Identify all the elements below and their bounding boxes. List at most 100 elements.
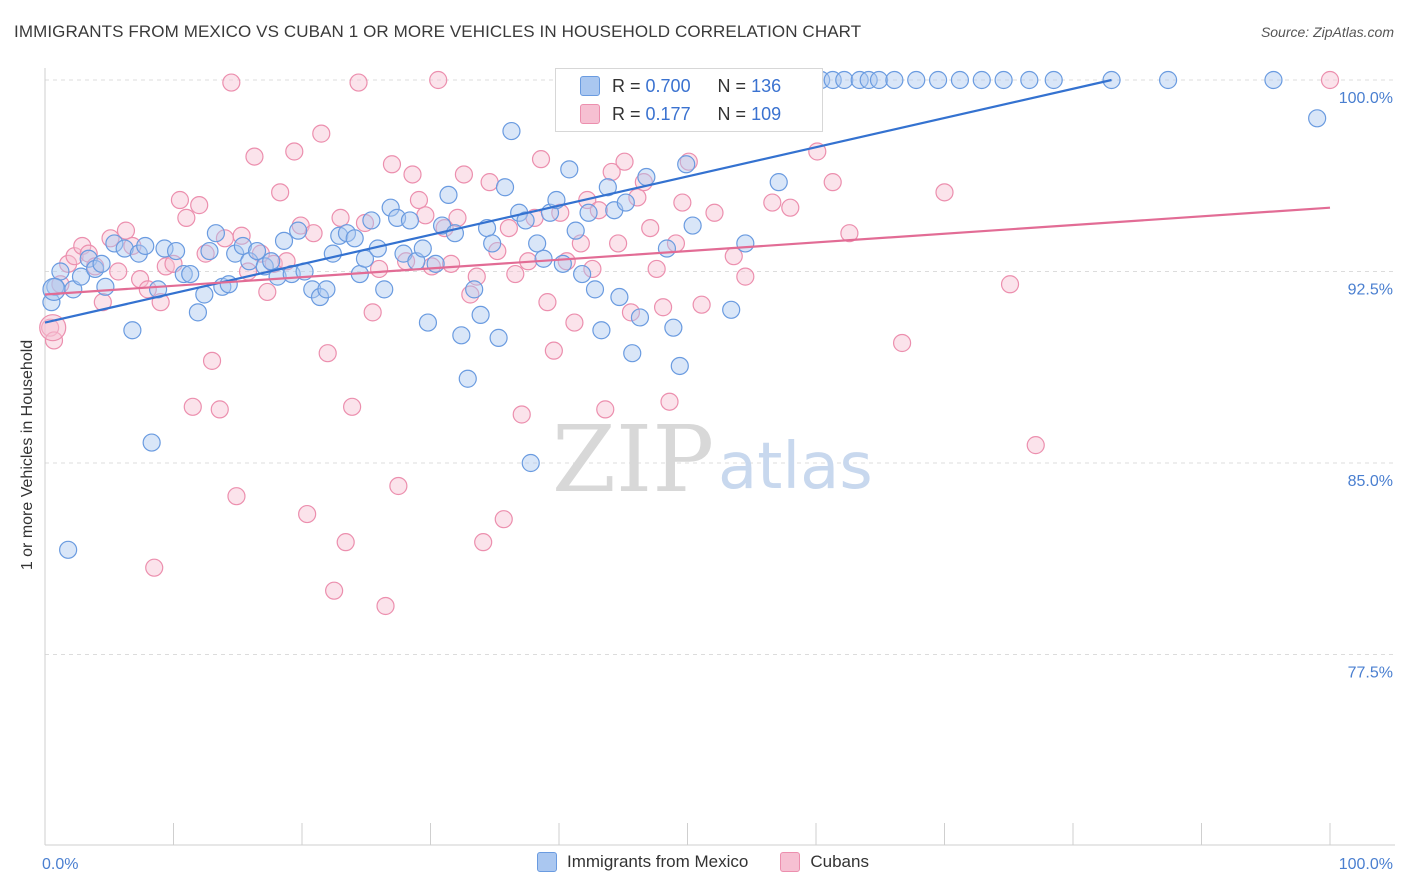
legend-n-value: 109 bbox=[751, 103, 782, 124]
cubans-point bbox=[312, 124, 331, 143]
cubans-point bbox=[641, 218, 660, 238]
cubans-point bbox=[1026, 436, 1045, 455]
y-tick-label: 100.0% bbox=[1339, 90, 1393, 107]
cubans-point bbox=[441, 254, 461, 273]
mexico-point bbox=[994, 70, 1013, 90]
cubans-point bbox=[653, 298, 673, 317]
mexico-point bbox=[885, 70, 904, 90]
mexico-point bbox=[566, 221, 585, 240]
y-tick-label: 85.0% bbox=[1348, 473, 1393, 490]
cubans-point bbox=[65, 247, 84, 266]
mexico-point bbox=[835, 70, 854, 90]
mexico-point bbox=[262, 252, 281, 271]
legend-label-mexico: Immigrants from Mexico bbox=[567, 852, 749, 871]
legend-row-cubans: R = 0.177 N = 109 bbox=[580, 101, 781, 127]
mexico-point bbox=[247, 241, 267, 261]
mexico-point bbox=[677, 155, 696, 174]
cubans-point bbox=[376, 596, 395, 616]
mexico-point bbox=[188, 303, 208, 322]
mexico-point bbox=[375, 280, 394, 299]
cubans-point bbox=[480, 173, 499, 192]
tick-labels: 100.0% 92.5% 85.0% 77.5% 0.0% 100.0% bbox=[42, 90, 1393, 873]
mexico-point bbox=[736, 234, 755, 253]
cubans-point bbox=[190, 196, 209, 215]
cubans-point bbox=[210, 400, 229, 419]
mexico-point bbox=[452, 326, 471, 345]
mexico-point bbox=[1020, 70, 1039, 90]
cubans-point bbox=[403, 165, 422, 184]
cubans-point bbox=[304, 224, 323, 243]
cubans-point bbox=[116, 221, 136, 240]
cubans-point bbox=[271, 183, 290, 202]
cubans-point bbox=[336, 533, 355, 552]
mexico-point bbox=[471, 305, 490, 325]
cubans-point bbox=[823, 173, 842, 192]
legend-item-mexico[interactable]: Immigrants from Mexico bbox=[537, 852, 748, 872]
mexico-point bbox=[413, 239, 432, 258]
stats-legend: R = 0.700 N = 136 R = 0.177 N = 109 bbox=[555, 68, 823, 132]
cubans-point bbox=[389, 476, 408, 496]
chart-title: IMMIGRANTS FROM MEXICO VS CUBAN 1 OR MOR… bbox=[14, 22, 862, 41]
mexico-point bbox=[418, 313, 438, 332]
cubans-point bbox=[331, 208, 350, 227]
mexico-point bbox=[528, 234, 547, 253]
mexico-point bbox=[502, 121, 521, 141]
mexico-point bbox=[928, 70, 948, 90]
mexico-point bbox=[200, 241, 219, 261]
cubans-point bbox=[382, 155, 402, 174]
cubans-point bbox=[93, 293, 112, 312]
axes bbox=[44, 68, 1395, 846]
mexico-point bbox=[426, 254, 445, 273]
legend-swatch-pink bbox=[580, 104, 600, 124]
cubans-point bbox=[763, 193, 782, 212]
mexico-point bbox=[637, 167, 656, 187]
cubans-point bbox=[409, 190, 429, 210]
legend-item-cubans[interactable]: Cubans bbox=[780, 852, 869, 872]
cubans-point bbox=[285, 142, 304, 161]
cubans-point bbox=[621, 303, 641, 322]
cubans-point bbox=[935, 183, 954, 202]
legend-swatch-cubans bbox=[780, 852, 801, 872]
cubans-point bbox=[512, 405, 531, 424]
cubans-point bbox=[170, 190, 190, 210]
mexico-point bbox=[859, 70, 878, 90]
mexico-point bbox=[585, 280, 605, 299]
cubans-point bbox=[1000, 275, 1020, 294]
mexico-point bbox=[226, 244, 245, 263]
watermark-zip: ZIP bbox=[552, 406, 714, 513]
mexico-point bbox=[59, 540, 78, 559]
mexico-point bbox=[670, 356, 689, 376]
legend-r-label: R = bbox=[612, 103, 641, 124]
mexico-point bbox=[657, 239, 677, 258]
mexico-point bbox=[683, 216, 702, 235]
cubans-point bbox=[615, 152, 634, 171]
cubans-point bbox=[325, 581, 344, 600]
mexico-point bbox=[400, 211, 420, 230]
cubans-point bbox=[343, 397, 362, 416]
cubans-point bbox=[145, 558, 164, 577]
cubans-point bbox=[506, 264, 525, 284]
series-legend: Immigrants from Mexico Cubans bbox=[0, 852, 1406, 872]
cubans-point bbox=[416, 206, 435, 225]
mexico-point bbox=[616, 193, 635, 212]
cubans-point bbox=[448, 208, 467, 227]
cubans-point bbox=[202, 351, 222, 370]
mexico-point bbox=[206, 224, 226, 243]
cubans-point bbox=[429, 70, 448, 90]
mexico-point bbox=[630, 308, 650, 327]
cubans-point bbox=[109, 262, 128, 281]
mexico-point bbox=[303, 280, 322, 299]
cubans-point bbox=[183, 397, 202, 416]
mexico-point bbox=[96, 277, 115, 296]
cubans-point bbox=[138, 280, 157, 299]
cubans-points bbox=[39, 70, 1340, 616]
cubans-point bbox=[673, 193, 692, 212]
cubans-point bbox=[363, 303, 382, 322]
mexico-point bbox=[42, 277, 66, 301]
mexico-point bbox=[115, 239, 134, 258]
x-tick-label-left: 0.0% bbox=[42, 856, 78, 873]
legend-r-value: 0.177 bbox=[645, 103, 691, 124]
mexico-point bbox=[465, 280, 484, 299]
cubans-point bbox=[736, 267, 755, 286]
mexico-point bbox=[521, 453, 540, 473]
